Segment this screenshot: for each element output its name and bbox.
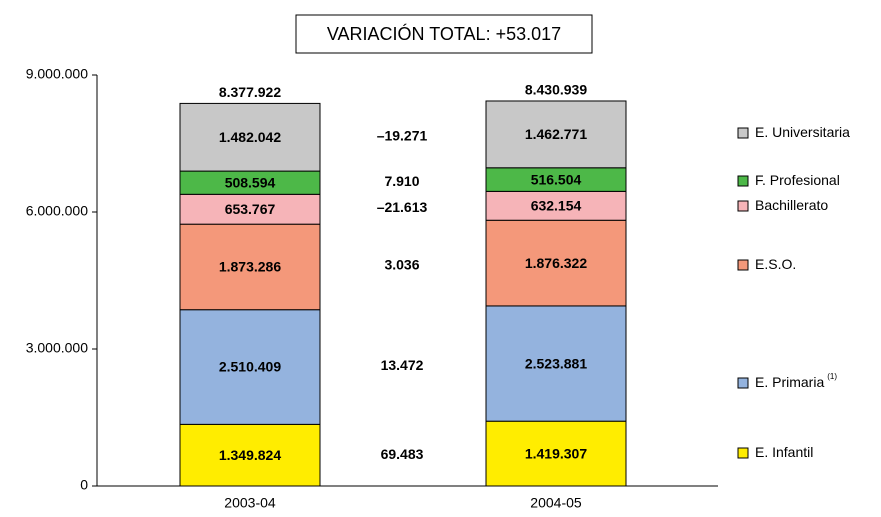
bar-segment (179, 102, 321, 172)
bar-segment (179, 423, 321, 487)
legend-label: E. Infantil (755, 444, 813, 460)
legend-swatch (737, 127, 749, 139)
legend-label: Bachillerato (755, 197, 828, 213)
value-label: 632.154 (531, 198, 582, 214)
bar-segment (485, 305, 627, 422)
legend-swatch (737, 377, 749, 389)
value-label: 508.594 (225, 174, 276, 190)
difference-label: 3.036 (384, 257, 419, 273)
legend-note: (1) (827, 372, 837, 381)
legend-name: E. Universitaria (755, 124, 850, 140)
legend-swatch (737, 175, 749, 187)
legend-label: F. Profesional (755, 172, 840, 188)
y-tick-label: 9.000.000 (26, 66, 88, 82)
difference-label: 13.472 (381, 357, 424, 373)
value-label: 2.510.409 (219, 359, 281, 375)
x-tick-label: 2004-05 (530, 495, 582, 511)
value-label: 1.419.307 (525, 445, 587, 461)
bar-segment (485, 219, 627, 307)
value-label: 1.349.824 (219, 447, 281, 463)
legend-label: E.S.O. (755, 256, 796, 272)
value-label: 1.873.286 (219, 259, 281, 275)
legend-name: F. Profesional (755, 172, 840, 188)
legend-label: E. Primaria (1) (755, 372, 837, 390)
total-label: 8.430.939 (525, 82, 587, 98)
legend-name: E.S.O. (755, 256, 796, 272)
bar-segment (179, 193, 321, 225)
legend-name: Bachillerato (755, 197, 828, 213)
value-label: 1.462.771 (525, 126, 587, 142)
y-tick-label: 0 (80, 477, 88, 493)
legend-swatch (737, 259, 749, 271)
total-label: 8.377.922 (219, 84, 281, 100)
value-label: 516.504 (531, 171, 582, 187)
difference-label: –19.271 (377, 128, 428, 144)
y-tick-label: 6.000.000 (26, 203, 88, 219)
y-tick-label: 3.000.000 (26, 340, 88, 356)
legend-name: E. Primaria (755, 374, 824, 390)
difference-label: 7.910 (384, 173, 419, 189)
x-tick-label: 2003-04 (224, 495, 276, 511)
difference-label: –21.613 (377, 199, 428, 215)
value-label: 1.482.042 (219, 129, 281, 145)
legend-swatch (737, 200, 749, 212)
chart-title: VARIACIÓN TOTAL: +53.017 (327, 23, 561, 44)
legend-name: E. Infantil (755, 444, 813, 460)
bar-segment (179, 309, 321, 425)
value-label: 1.876.322 (525, 255, 587, 271)
bar-segment (485, 190, 627, 221)
legend-swatch (737, 447, 749, 459)
bar-segment (485, 100, 627, 169)
value-label: 653.767 (225, 201, 276, 217)
legend-label: E. Universitaria (755, 124, 850, 140)
title-box (295, 14, 593, 54)
difference-label: 69.483 (381, 446, 424, 462)
value-label: 2.523.881 (525, 355, 587, 371)
